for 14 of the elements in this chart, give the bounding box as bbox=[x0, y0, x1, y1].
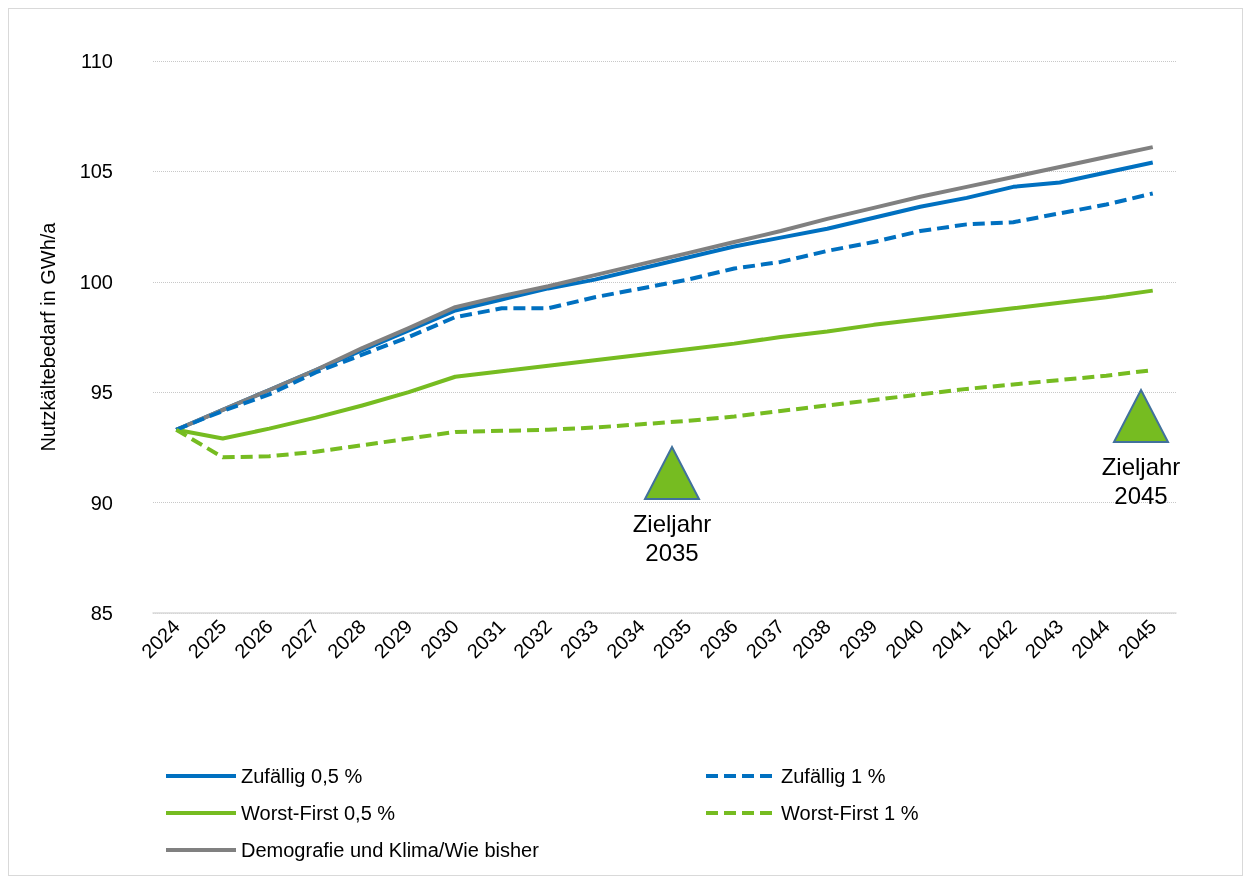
legend-label: Zufällig 0,5 % bbox=[241, 765, 363, 787]
y-tick-label: 90 bbox=[90, 491, 113, 514]
annotation: Zieljahr 2045 bbox=[1100, 452, 1182, 510]
y-axis-title: Nutzkältebedarf in GWh/a bbox=[37, 221, 59, 452]
legend-label: Worst-First 0,5 % bbox=[241, 802, 396, 824]
legend-label: Worst-First 1 % bbox=[781, 802, 919, 824]
y-tick-label: 100 bbox=[79, 270, 113, 293]
y-tick-label: 95 bbox=[90, 381, 113, 404]
y-tick-label: 85 bbox=[90, 602, 113, 624]
y-tick-label: 105 bbox=[79, 160, 113, 183]
y-tick-label: 110 bbox=[81, 50, 113, 72]
legend-label: Zufällig 1 % bbox=[781, 765, 886, 787]
annotation: Zieljahr 2035 bbox=[631, 509, 713, 567]
legend-label: Demografie und Klima/Wie bisher bbox=[241, 839, 540, 861]
